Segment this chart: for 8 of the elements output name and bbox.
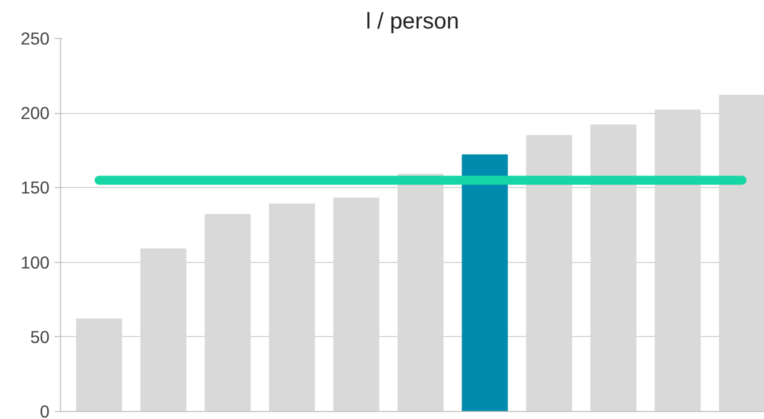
y-tick-label: 250 [20, 28, 50, 48]
y-tick-label: 200 [20, 103, 50, 124]
y-tick-label: 50 [30, 326, 50, 347]
y-tick-label: 150 [20, 178, 50, 198]
chart-title: l / person [366, 8, 460, 34]
y-tick-label: 100 [20, 252, 50, 272]
y-tick-label: 0 [40, 402, 50, 419]
bar [462, 154, 508, 412]
